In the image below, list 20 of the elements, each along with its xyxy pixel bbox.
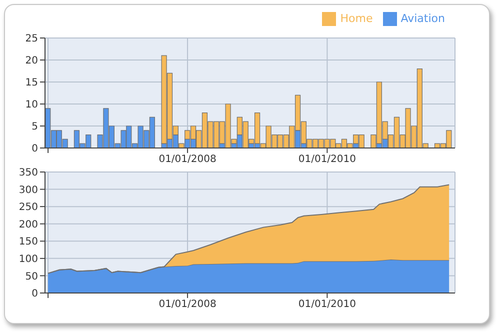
y-tick-label: 15 (25, 78, 38, 89)
legend-label: Home (340, 12, 373, 26)
y-tick-label: 5 (32, 122, 38, 133)
y-tick-label: 50 (25, 271, 38, 282)
y-tick-label: 150 (18, 236, 38, 248)
y-tick-label: 300 (18, 184, 38, 196)
x-tick-label: 01/01/2010 (298, 299, 356, 310)
y-tick-label: 20 (25, 56, 38, 67)
legend-label: Aviation (400, 12, 445, 26)
y-tick-label: 200 (18, 219, 38, 230)
x-tick-label: 01/01/2010 (298, 154, 356, 166)
x-tick-label: 01/01/2008 (158, 154, 216, 166)
x-tick-label: 01/01/2008 (158, 299, 216, 310)
y-tick-label: 250 (18, 202, 38, 214)
y-tick-label: 0 (32, 144, 38, 155)
y-tick-label: 10 (25, 100, 38, 111)
y-tick-label: 25 (25, 34, 38, 45)
y-tick-label: 350 (18, 168, 38, 179)
y-tick-label: 0 (32, 288, 38, 300)
y-tick-label: 100 (18, 254, 38, 265)
